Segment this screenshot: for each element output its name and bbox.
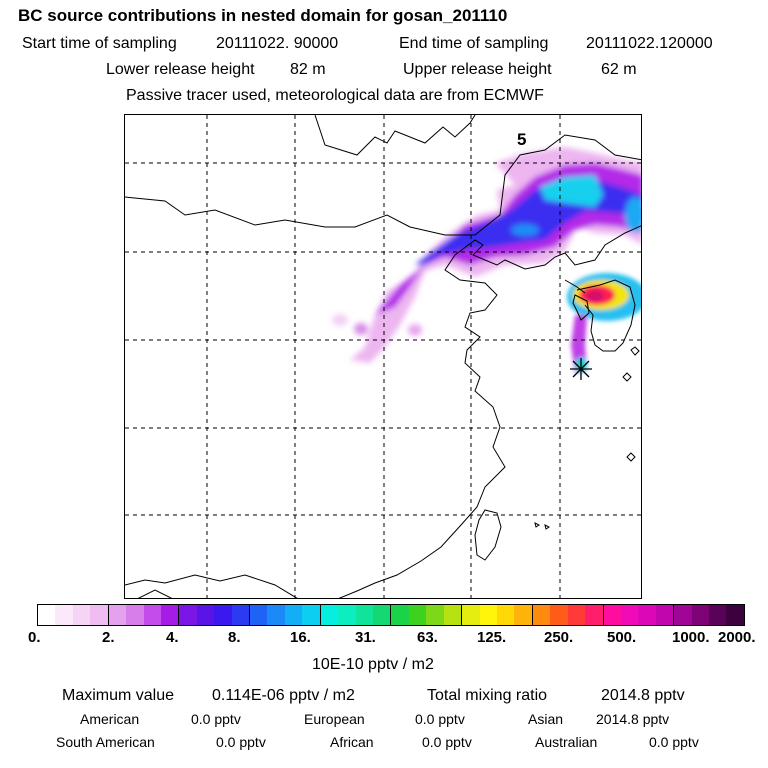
color-scale-cell xyxy=(726,605,744,625)
hotspot-core xyxy=(586,290,604,302)
max-value-label: Maximum value xyxy=(62,687,175,704)
map-canvas: 5 xyxy=(125,115,641,598)
color-scale-cell xyxy=(408,605,427,625)
plume-cyan xyxy=(540,175,603,207)
color-scale-cell xyxy=(231,605,250,625)
color-scale-tick-label: 500. xyxy=(607,629,637,646)
color-scale-cell xyxy=(638,605,656,625)
american-value: 0.0 pptv xyxy=(191,711,241,727)
color-scale-cell xyxy=(90,605,108,625)
tracer-note: Passive tracer used, meteorological data… xyxy=(126,87,544,104)
african-value: 0.0 pptv xyxy=(422,734,472,750)
coastlines xyxy=(125,115,641,598)
color-scale-cell xyxy=(178,605,197,625)
color-scale-cell xyxy=(602,605,621,625)
color-scale-cell xyxy=(284,605,303,625)
upper-height-label: Upper release height xyxy=(403,61,552,78)
map-panel: 5 xyxy=(124,114,642,599)
plot-title: BC source contributions in nested domain… xyxy=(18,6,508,25)
asian-label: Asian xyxy=(528,711,564,727)
color-scale-cell xyxy=(426,605,444,625)
color-scale-cell xyxy=(531,605,551,625)
patch-1 xyxy=(354,323,368,335)
color-scale-cell xyxy=(319,605,339,625)
color-scale-cell xyxy=(160,605,179,625)
color-scale-cell xyxy=(673,605,692,625)
color-scale-cell xyxy=(567,605,586,625)
color-scale-tick-label: 125. xyxy=(477,629,507,646)
end-time-label: End time of sampling xyxy=(399,35,549,52)
color-scale-cell xyxy=(196,605,215,625)
plume-cyan-right xyxy=(625,197,641,233)
color-scale-cell xyxy=(550,605,568,625)
color-scale-cell xyxy=(461,605,480,625)
upper-height-value: 62 m xyxy=(601,61,637,78)
color-scale-tick-label: 250. xyxy=(544,629,574,646)
plume-cyan-small xyxy=(511,224,539,236)
end-time-value: 20111022.120000 xyxy=(586,35,713,52)
color-scale-tick-label: 1000. xyxy=(672,629,710,646)
color-scale-cell xyxy=(585,605,603,625)
grid-lines xyxy=(125,115,641,598)
color-scale-cell xyxy=(107,605,127,625)
panel-number: 5 xyxy=(517,130,526,149)
start-time-label: Start time of sampling xyxy=(22,35,177,52)
color-scale-cell xyxy=(302,605,320,625)
lower-height-label: Lower release height xyxy=(106,61,255,78)
max-value: 0.114E-06 pptv / m2 xyxy=(212,687,355,704)
color-scale-cell xyxy=(496,605,515,625)
american-label: American xyxy=(80,711,140,727)
color-scale-tick-label: 8. xyxy=(228,629,241,646)
color-scale-cell xyxy=(126,605,144,625)
color-scale-cell xyxy=(72,605,91,625)
color-scale-cell xyxy=(355,605,374,625)
color-scale-cell xyxy=(443,605,462,625)
start-time-value: 20111022. 90000 xyxy=(216,35,339,52)
color-scale-tick-label: 63. xyxy=(417,629,438,646)
total-mixing-label: Total mixing ratio xyxy=(427,687,548,704)
color-scale-tick-label: 31. xyxy=(355,629,376,646)
color-scale-cell xyxy=(655,605,674,625)
color-scale-tick-label: 2. xyxy=(102,629,115,646)
color-scale-cell xyxy=(479,605,497,625)
australian-label: Australian xyxy=(535,734,598,750)
color-scale-cell xyxy=(373,605,391,625)
european-label: European xyxy=(304,711,365,727)
color-scale-cell xyxy=(514,605,532,625)
african-label: African xyxy=(330,734,374,750)
color-scale-cell xyxy=(38,605,56,625)
european-value: 0.0 pptv xyxy=(415,711,465,727)
color-scale-tick-label: 0. xyxy=(28,629,41,646)
color-scale-cell xyxy=(55,605,73,625)
color-scale-cell xyxy=(691,605,710,625)
lower-height-value: 82 m xyxy=(290,61,326,78)
south-american-value: 0.0 pptv xyxy=(216,734,266,750)
color-scale-cell xyxy=(267,605,285,625)
receptor-marker-icon xyxy=(570,358,592,380)
color-scale-cell xyxy=(709,605,727,625)
color-scale-cell xyxy=(390,605,409,625)
australian-value: 0.0 pptv xyxy=(649,734,699,750)
south-american-label: South American xyxy=(56,734,155,750)
color-scale-cell xyxy=(249,605,268,625)
patch-3 xyxy=(332,314,348,326)
color-scale-tick-label: 4. xyxy=(166,629,179,646)
patch-2 xyxy=(408,324,422,336)
color-scale-cell xyxy=(338,605,356,625)
color-scale-bar xyxy=(37,604,745,626)
color-scale-cell xyxy=(143,605,161,625)
color-scale-tick-label: 2000. xyxy=(718,629,756,646)
color-scale-cell xyxy=(214,605,232,625)
total-mixing-value: 2014.8 pptv xyxy=(601,687,685,704)
color-scale-tick-label: 16. xyxy=(290,629,311,646)
asian-value: 2014.8 pptv xyxy=(596,711,670,727)
colorbar-units: 10E-10 pptv / m2 xyxy=(312,656,434,673)
color-scale-cell xyxy=(620,605,639,625)
